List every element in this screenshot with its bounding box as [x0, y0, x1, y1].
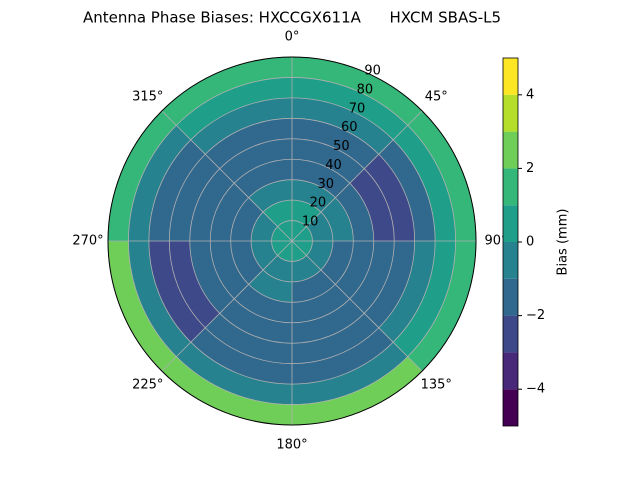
theta-tick-label: 270°	[72, 234, 103, 249]
colorbar-segment	[503, 205, 518, 242]
colorbar-tick-label: −4	[526, 382, 545, 397]
angular-grid-line	[161, 240, 293, 372]
angular-grid-line	[291, 240, 423, 372]
colorbar-segment	[503, 315, 518, 353]
r-tick-label: 40	[325, 158, 342, 173]
r-tick-label: 90	[364, 64, 381, 79]
polar-frame	[107, 56, 477, 426]
colorbar-segment	[503, 242, 518, 279]
theta-tick-label: 45°	[425, 89, 448, 104]
r-tick-label: 20	[310, 196, 327, 211]
angular-grid-line	[291, 110, 423, 242]
r-tick-label: 60	[341, 120, 358, 135]
colorbar-segment	[503, 352, 518, 390]
colorbar-segment	[503, 94, 518, 132]
angular-grid-line	[161, 110, 293, 242]
colorbar-segment	[503, 58, 518, 95]
r-tick-label: 70	[349, 101, 366, 116]
colorbar-tick-label: −2	[526, 308, 545, 323]
r-tick-label: 30	[317, 177, 334, 192]
r-tick-label: 50	[333, 139, 350, 154]
colorbar-tick-label: 0	[526, 235, 534, 250]
theta-tick-label: 135°	[421, 378, 452, 393]
r-tick-label: 10	[302, 215, 319, 230]
colorbar-tick-label: 4	[526, 87, 534, 102]
theta-tick-label: 90°	[484, 234, 507, 249]
colorbar-label: Bias (mm)	[556, 209, 571, 276]
theta-tick-label: 225°	[132, 378, 163, 393]
theta-tick-label: 180°	[276, 438, 307, 453]
colorbar-tick-label: 2	[526, 161, 534, 176]
colorbar-segment	[503, 278, 518, 316]
theta-tick-label: 315°	[132, 89, 163, 104]
r-tick-label: 80	[357, 82, 374, 97]
chart-title: Antenna Phase Biases: HXCCGX611A HXCM SB…	[83, 9, 501, 27]
colorbar-segment	[503, 131, 518, 169]
theta-tick-label: 0°	[285, 30, 300, 45]
colorbar-segment	[503, 389, 518, 426]
colorbar-segment	[503, 168, 518, 206]
